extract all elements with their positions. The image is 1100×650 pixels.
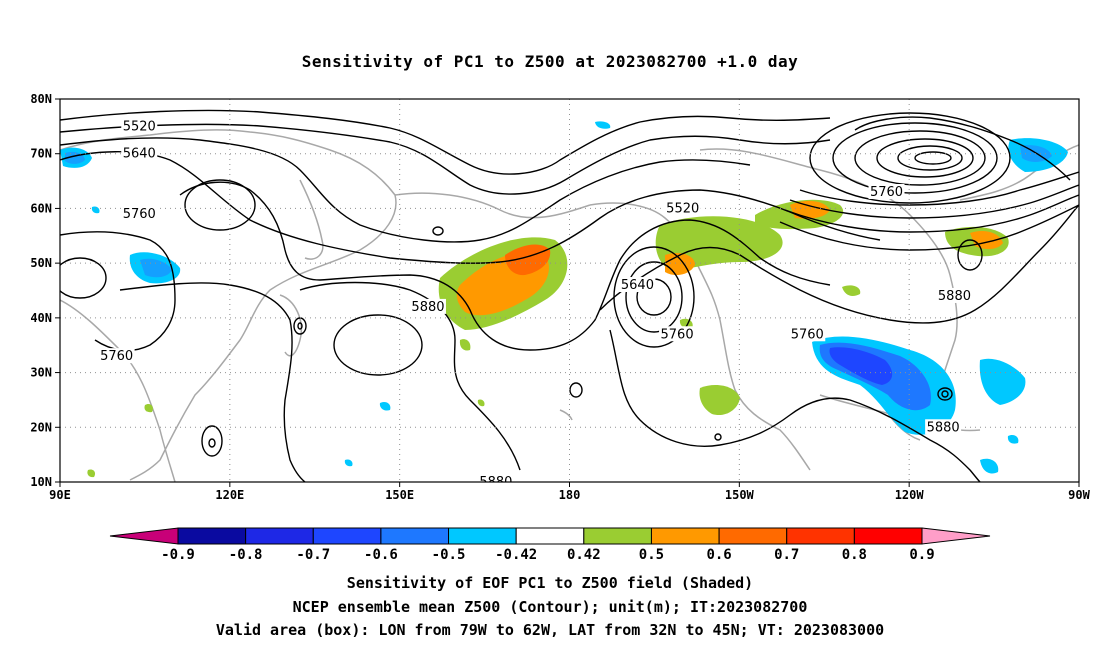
contour-label: 5640 [123, 147, 156, 162]
colorbar-label: 0.9 [909, 547, 934, 563]
caption-valid-area: Valid area (box): LON from 79W to 62W, L… [215, 621, 885, 639]
lat-tick-label: 40N [30, 311, 52, 325]
lon-tick-label: 90E [49, 488, 71, 502]
colorbar-label: -0.8 [229, 547, 263, 563]
contour-label-bg [121, 145, 158, 161]
contour-label-bg [868, 184, 905, 200]
colorbar-label: 0.42 [567, 547, 601, 563]
colorbar-low-arrow [109, 527, 179, 545]
lat-tick-label: 50N [30, 256, 52, 270]
contour-label: 5640 [621, 278, 654, 293]
contour-label: 5880 [479, 475, 512, 490]
colorbar-segment [515, 527, 585, 545]
lat-tick-label: 10N [30, 475, 52, 489]
contour-label-bg [659, 326, 696, 342]
lat-tick-label: 30N [30, 366, 52, 380]
contour-label: 5520 [123, 119, 156, 134]
lon-tick-label: 150W [725, 488, 755, 502]
contour-label: 5880 [411, 300, 444, 315]
contour-label-bg [121, 205, 158, 221]
colorbar: -0.9 -0.8 -0.7 -0.6 -0.5 -0.42 0.42 0.5 0.6 0.7 0.… [109, 527, 991, 563]
colorbar-segment [650, 527, 720, 545]
contour-label-bg [409, 298, 446, 314]
lon-tick-label: 150E [385, 488, 414, 502]
caption-shaded: Sensitivity of EOF PC1 to Z500 field (Sh… [346, 574, 754, 592]
lat-tick-label: 70N [30, 147, 52, 161]
map-axes: 90E120E150E180150W120W90W60W80N70N60N50N… [30, 92, 1090, 502]
colorbar-high-arrow [921, 527, 991, 545]
lon-tick-label: 120E [215, 488, 244, 502]
colorbar-segment [312, 527, 382, 545]
contour-labels: 5520 5640 5760 5760 5880 5880 5520 5640 5760 5760… [98, 118, 973, 490]
colorbar-label: -0.5 [432, 547, 466, 563]
lat-tick-label: 20N [30, 420, 52, 434]
contour-label: 5880 [927, 420, 960, 435]
contour-label-bg [936, 287, 973, 303]
contour-label: 5760 [870, 185, 903, 200]
colorbar-label: -0.7 [296, 547, 330, 563]
caption-contour: NCEP ensemble mean Z500 (Contour); unit(… [292, 598, 808, 616]
contour-label: 5760 [661, 327, 694, 342]
lon-tick-label: 90W [1068, 488, 1090, 502]
colorbar-label: 0.5 [639, 547, 664, 563]
contour-label-bg [619, 277, 656, 293]
contour-label: 5880 [938, 289, 971, 304]
colorbar-label: 0.8 [842, 547, 867, 563]
lat-tick-label: 80N [30, 92, 52, 106]
colorbar-segment [380, 527, 450, 545]
contour-label: 5520 [666, 201, 699, 216]
contour-label-bg [98, 348, 135, 364]
colorbar-label: -0.6 [364, 547, 398, 563]
lon-tick-label: 120W [895, 488, 925, 502]
contour-label: 5760 [791, 327, 824, 342]
contour-label: 5760 [123, 207, 156, 222]
colorbar-segment [583, 527, 652, 545]
contour-label-bg [121, 118, 158, 134]
colorbar-label: -0.9 [161, 547, 195, 563]
contour-label-bg [789, 326, 826, 342]
colorbar-segment [718, 527, 788, 545]
plot-title: Sensitivity of PC1 to Z500 at 2023082700… [301, 52, 799, 71]
colorbar-segment [786, 527, 855, 545]
lon-tick-label: 180 [559, 488, 581, 502]
colorbar-segment [853, 527, 923, 545]
lat-tick-label: 60N [30, 201, 52, 215]
colorbar-label: 0.6 [706, 547, 731, 563]
contour-label: 5760 [100, 349, 133, 364]
colorbar-segment [177, 527, 247, 545]
contour-label-bg [925, 419, 962, 435]
colorbar-label: -0.42 [495, 547, 537, 563]
colorbar-segment [448, 527, 517, 545]
contour-label-bg [664, 200, 701, 216]
contour-label-bg [477, 474, 514, 482]
colorbar-label: 0.7 [774, 547, 799, 563]
colorbar-segment [245, 527, 314, 545]
